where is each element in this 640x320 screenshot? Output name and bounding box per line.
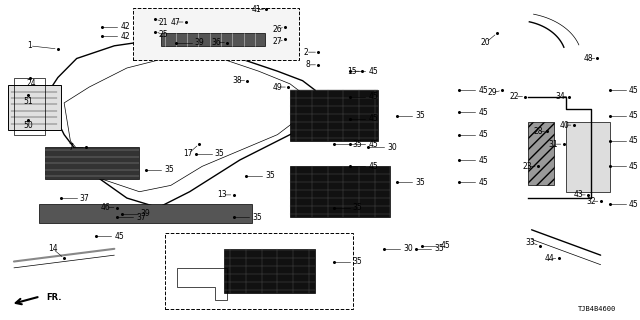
Text: 23: 23	[522, 162, 532, 171]
Text: 45: 45	[478, 108, 488, 117]
Polygon shape	[529, 122, 554, 185]
Polygon shape	[290, 90, 378, 141]
Text: 35: 35	[215, 149, 225, 158]
Text: 41: 41	[252, 5, 261, 14]
Text: 34: 34	[555, 92, 564, 101]
Text: 35: 35	[265, 172, 275, 180]
Text: 35: 35	[435, 244, 444, 253]
Text: 33: 33	[525, 238, 535, 247]
Text: 30: 30	[387, 143, 397, 152]
Text: 45: 45	[478, 86, 488, 95]
Text: 17: 17	[184, 149, 193, 158]
Text: 28: 28	[533, 127, 543, 136]
Text: 13: 13	[218, 190, 227, 199]
Polygon shape	[39, 204, 252, 223]
Text: 44: 44	[544, 254, 554, 263]
Text: 45: 45	[629, 162, 639, 171]
Text: 30: 30	[403, 244, 413, 253]
Text: 35: 35	[415, 111, 425, 120]
FancyBboxPatch shape	[133, 8, 300, 60]
Text: 47: 47	[170, 18, 180, 27]
FancyBboxPatch shape	[8, 85, 61, 130]
Text: 7: 7	[68, 143, 73, 152]
Text: 46: 46	[100, 203, 111, 212]
Text: 32: 32	[586, 197, 596, 206]
Text: FR.: FR.	[47, 292, 62, 301]
Text: 1: 1	[28, 41, 32, 50]
Text: 45: 45	[478, 156, 488, 164]
Text: 42: 42	[120, 22, 130, 31]
Text: 45: 45	[629, 136, 639, 146]
Text: 27: 27	[273, 37, 282, 46]
Text: 26: 26	[273, 25, 282, 34]
Text: 20: 20	[481, 38, 491, 47]
Text: 45: 45	[478, 130, 488, 139]
Text: 45: 45	[629, 200, 639, 209]
Text: 35: 35	[164, 165, 174, 174]
Text: 37: 37	[136, 212, 146, 222]
Text: 42: 42	[120, 32, 130, 41]
Text: 35: 35	[353, 140, 362, 148]
Text: 25: 25	[159, 30, 168, 39]
Text: 38: 38	[232, 76, 242, 85]
Text: 51: 51	[23, 97, 33, 106]
Text: 45: 45	[478, 178, 488, 187]
Text: 35: 35	[353, 257, 362, 266]
Text: TJB4B4600: TJB4B4600	[578, 306, 616, 312]
Text: 21: 21	[159, 18, 168, 27]
Text: 49: 49	[273, 83, 282, 92]
Text: 50: 50	[23, 121, 33, 130]
Text: 45: 45	[369, 67, 378, 76]
Text: 45: 45	[369, 162, 378, 171]
Text: 35: 35	[415, 178, 425, 187]
Text: 15: 15	[347, 67, 356, 76]
Text: 36: 36	[212, 38, 221, 47]
Text: 45: 45	[115, 232, 124, 241]
Polygon shape	[566, 122, 610, 192]
Text: 45: 45	[369, 92, 378, 101]
Text: 40: 40	[559, 121, 569, 130]
Polygon shape	[290, 166, 390, 217]
Text: 48: 48	[583, 54, 593, 63]
Text: 29: 29	[488, 88, 497, 97]
Text: 14: 14	[48, 244, 58, 253]
Text: 39: 39	[141, 209, 150, 219]
Text: 35: 35	[353, 203, 362, 212]
Polygon shape	[161, 33, 265, 46]
Text: 45: 45	[629, 111, 639, 120]
Text: 43: 43	[574, 190, 584, 199]
Text: 31: 31	[548, 140, 558, 148]
Text: 35: 35	[252, 212, 262, 222]
Polygon shape	[224, 249, 315, 293]
Text: 8: 8	[305, 60, 310, 69]
Text: 45: 45	[369, 140, 378, 148]
Text: 45: 45	[369, 114, 378, 123]
Text: 37: 37	[80, 194, 90, 203]
Text: 2: 2	[303, 48, 308, 57]
Text: 22: 22	[510, 92, 520, 101]
Text: 45: 45	[440, 241, 451, 250]
Text: 45: 45	[629, 86, 639, 95]
Text: 39: 39	[195, 38, 204, 47]
Polygon shape	[45, 147, 140, 179]
Text: 24: 24	[27, 79, 36, 88]
